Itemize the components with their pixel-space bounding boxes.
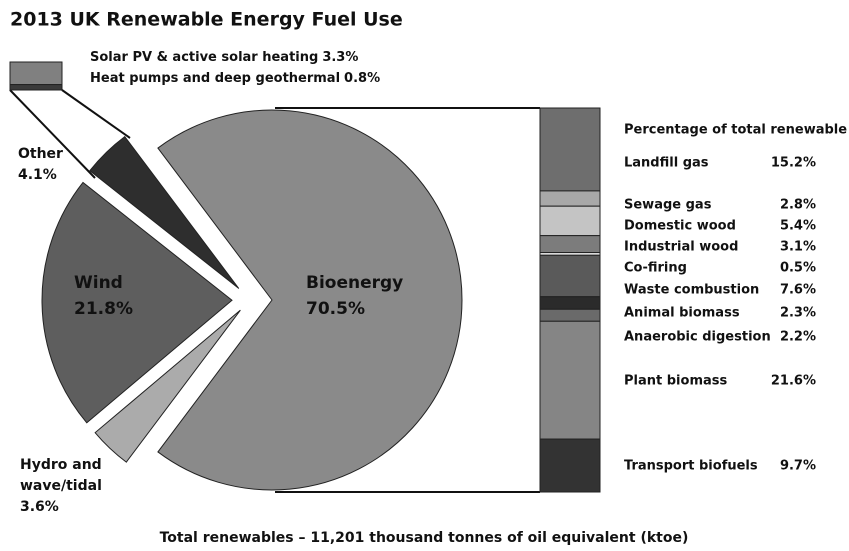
legend-value: 5.4% [780, 219, 816, 234]
connector [9, 89, 96, 179]
legend-value: 9.7% [780, 459, 816, 474]
legend-value: 2.2% [780, 330, 816, 345]
legend-value: 7.6% [780, 283, 816, 298]
slice-label: Hydro and wave/tidal 3.6% [20, 455, 130, 518]
pie-slice [41, 181, 233, 424]
legend-value: 2.8% [780, 198, 816, 213]
bar-segment [9, 61, 63, 86]
legend-title: Percentage of total renewable [624, 123, 847, 138]
footnote: Total renewables – 11,201 thousand tonne… [160, 530, 689, 546]
legend-label: Waste combustion [624, 283, 759, 298]
slice-name: Bioenergy [306, 273, 404, 293]
slice-name: Other [18, 146, 63, 162]
legend-label: Transport biofuels [624, 459, 758, 474]
bar-segment [539, 438, 601, 493]
legend-value: 15.2% [771, 156, 816, 171]
connector [61, 89, 131, 139]
slice-value: 70.5% [306, 299, 365, 319]
slice-name: Hydro and wave/tidal [20, 457, 102, 494]
label-name: Solar PV & active solar heating [90, 50, 318, 65]
slice-name: Wind [74, 273, 123, 293]
legend-label: Solar PV & active solar heating 3.3% [90, 50, 358, 65]
slice-label: Other 4.1% [18, 144, 63, 186]
legend-label: Heat pumps and deep geothermal 0.8% [90, 71, 380, 86]
legend-value: 0.5% [780, 261, 816, 276]
legend-label: Industrial wood [624, 240, 738, 255]
bar-segment [539, 296, 601, 310]
slice-label: Bioenergy 70.5% [306, 270, 403, 322]
bar-segment [539, 190, 601, 207]
pie-slice [157, 109, 463, 491]
label-name: Heat pumps and deep geothermal [90, 71, 340, 86]
slice-value: 3.6% [20, 499, 59, 515]
bar-segment [9, 84, 63, 91]
legend-label: Animal biomass [624, 306, 740, 321]
slice-value: 21.8% [74, 299, 133, 319]
legend-label: Domestic wood [624, 219, 736, 234]
bar-segment [539, 205, 601, 237]
legend-label: Landfill gas [624, 156, 709, 171]
slice-value: 4.1% [18, 167, 57, 183]
legend-label: Co-firing [624, 261, 687, 276]
legend-value: 3.1% [780, 240, 816, 255]
bar-segment [539, 235, 601, 254]
bar-segment [539, 320, 601, 440]
bar-segment [539, 107, 601, 192]
legend-label: Anaerobic digestion [624, 330, 771, 345]
slice-label: Wind 21.8% [74, 270, 133, 322]
bar-segment [539, 308, 601, 322]
bar-segment [539, 254, 601, 298]
chart-title: 2013 UK Renewable Energy Fuel Use [10, 9, 403, 31]
legend-value: 21.6% [771, 374, 816, 389]
label-value: 0.8% [344, 71, 380, 86]
label-value: 3.3% [322, 50, 358, 65]
pie-slice [94, 309, 241, 463]
legend-label: Plant biomass [624, 374, 728, 389]
legend-value: 2.3% [780, 306, 816, 321]
pie-slice [89, 135, 240, 289]
legend-label: Sewage gas [624, 198, 712, 213]
